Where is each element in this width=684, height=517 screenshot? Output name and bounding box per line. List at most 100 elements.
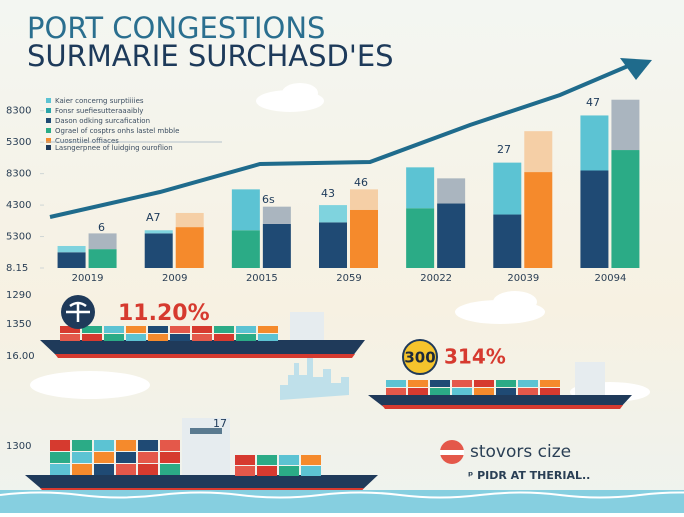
bar-segment [231,189,260,231]
legend-swatch [46,145,51,150]
bar-segment [611,150,640,268]
y-tick-label: 5300 [6,232,31,243]
callout: stovors cize [470,442,571,462]
container [235,455,255,465]
container [257,466,277,476]
bar-segment [175,212,204,228]
annotation: 27 [497,143,511,156]
container [540,380,560,387]
x-tick-label: 2009 [162,273,187,284]
container [214,326,234,333]
container [408,388,428,395]
bar-segment [437,178,466,204]
bar-segment [406,167,435,209]
container [408,380,428,387]
trend-line [49,64,629,219]
bar-segment [175,227,204,268]
bar-segment [611,99,640,151]
bar-segment [88,249,117,268]
x-tick-label: 20019 [72,273,104,284]
bar-segment [524,131,553,173]
container [386,380,406,387]
ships [25,312,632,493]
y-tick-label: 8300 [6,106,31,117]
bar-segment [231,230,260,268]
container [126,326,146,333]
container [160,440,180,451]
legend-label: Cuosntiiel offiaces [55,137,119,145]
container [126,334,146,341]
annotation: 43 [321,187,335,200]
bar-segment [350,189,378,210]
container [50,464,70,475]
bar-segment [350,209,378,268]
water [0,490,684,513]
container [94,464,114,475]
bar-segment [493,162,522,215]
skyline [280,357,349,400]
container [258,334,278,341]
lower-axis-label: 1350 [6,319,31,330]
y-tick-label: 8.15 [6,263,28,274]
bar-segment [524,172,553,268]
wave [0,491,684,499]
container [104,326,124,333]
container [236,334,256,341]
container [301,455,321,465]
container [258,326,278,333]
container [279,466,299,476]
annotation: 46 [354,176,368,189]
annotations: 6 A7 6s 43 46 27 47 [98,96,600,234]
legend-swatch [46,108,51,113]
container [160,452,180,463]
title-line: SURMARIE SURCHASD'ES [27,39,394,73]
container [452,388,472,395]
bar-segment [262,206,291,224]
container [72,440,92,451]
container [540,388,560,395]
bar-segment [580,170,609,268]
legend-label: Lasngerpnee of luidging ouroflion [55,144,173,152]
callout: 17 [213,417,227,430]
container [138,464,158,475]
bar-segment [57,252,86,268]
container [104,334,124,341]
container [236,326,256,333]
x-tick-label: 20022 [420,273,452,284]
container [116,464,136,475]
y-tick-label: 5300 [6,137,31,148]
container [301,466,321,476]
container [474,388,494,395]
bar-segment [493,214,522,268]
bar-segment [144,230,173,234]
container [72,452,92,463]
annotation: 6 [98,221,105,234]
lower-axis-label: 16.00 [6,351,35,362]
container [170,326,190,333]
container [50,452,70,463]
container [50,440,70,451]
callout: 314% [444,345,506,369]
x-tick-label: 20015 [246,273,278,284]
container [496,380,516,387]
callout: 300 [404,349,435,367]
container [474,380,494,387]
x-tick-label: 20094 [595,273,627,284]
container [94,440,114,451]
legend-swatch [46,98,51,103]
container [430,380,450,387]
container [518,380,538,387]
callout: 11.20% [118,301,210,326]
container [518,388,538,395]
bar-segment [580,115,609,171]
legend-label: Dason odking surcafication [55,117,150,125]
container [430,388,450,395]
bar-segment [262,223,291,268]
container [82,334,102,341]
bar-segment [57,245,86,253]
container [94,452,114,463]
icon-glyph [66,301,90,322]
container [148,334,168,341]
container [148,326,168,333]
